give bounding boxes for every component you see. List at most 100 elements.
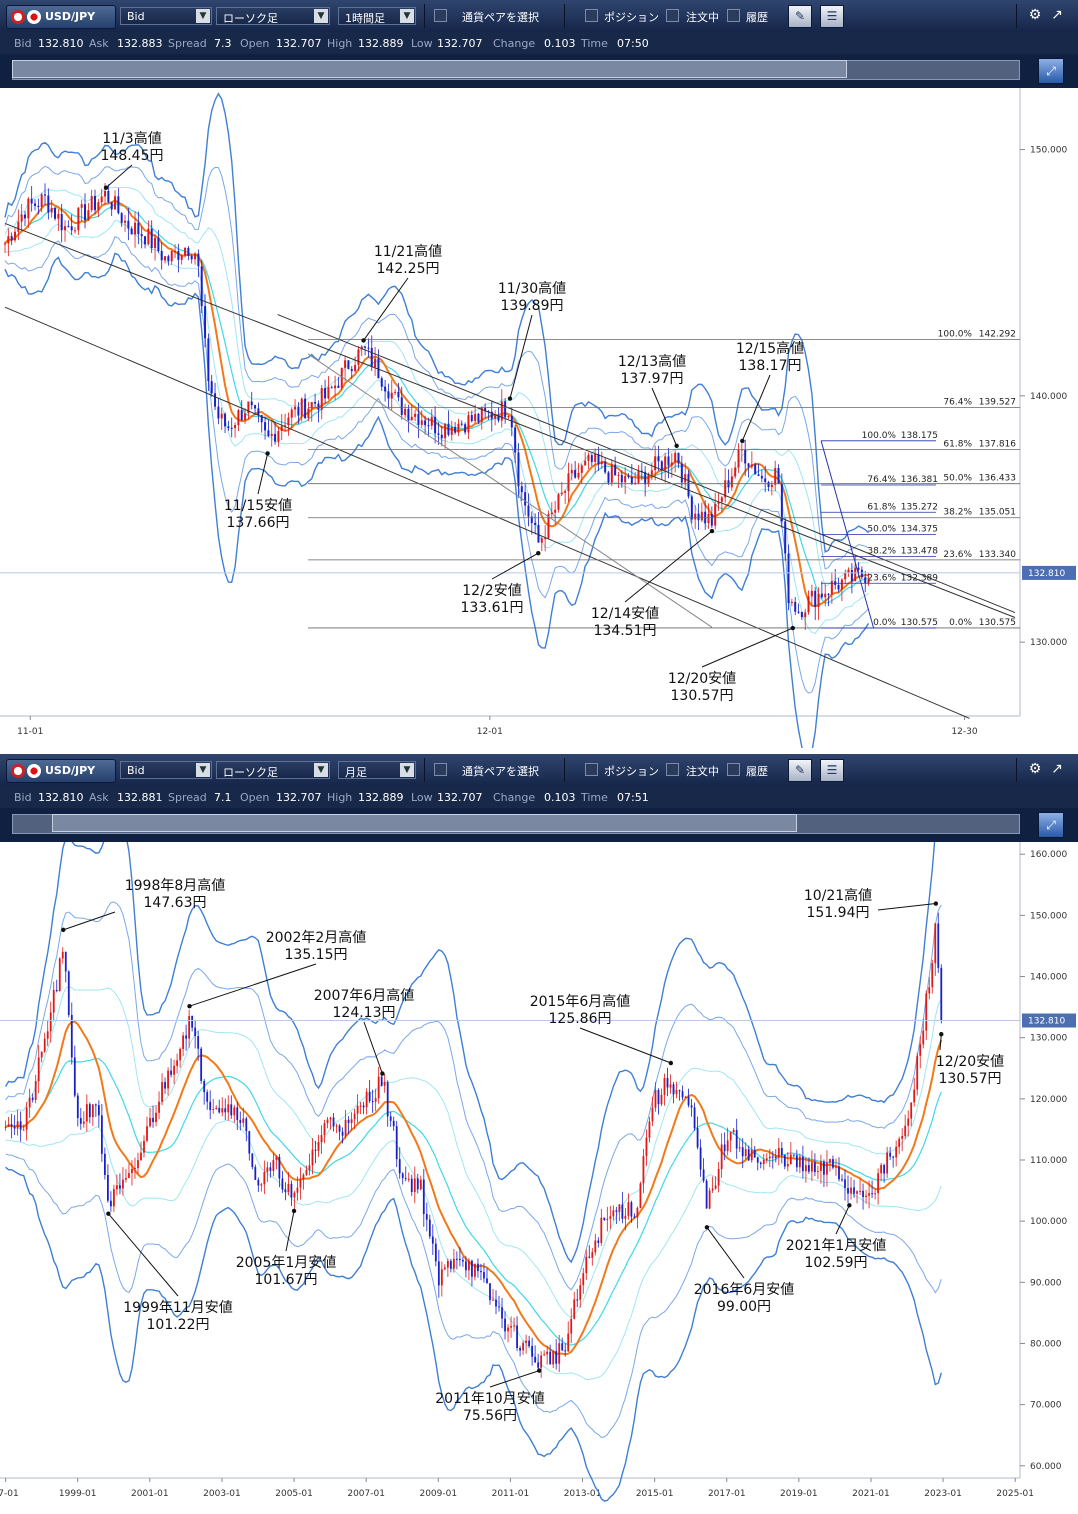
fibonacci-price-label: 134.375 (901, 524, 938, 534)
annotation-value: 75.56円 (463, 1408, 517, 1424)
candle-body (630, 1202, 633, 1217)
y-tick-label: 140.000 (1030, 392, 1067, 402)
candle-body (865, 1195, 867, 1197)
history-checkbox[interactable] (727, 9, 740, 22)
candle-body (817, 1170, 819, 1172)
candle-body (455, 1258, 458, 1260)
candle-body (334, 385, 337, 389)
price-type-select[interactable]: Bid ▼ (120, 7, 212, 25)
candle-body (37, 1057, 40, 1082)
candle-body (603, 1217, 606, 1221)
candle-body (326, 1119, 329, 1124)
bollinger-lower-band (5, 1153, 942, 1438)
bollinger-lower-band (5, 219, 869, 635)
hourly-price-chart: 130.000 140.000 150.000 11-01 12-01 12-30 132.… (0, 88, 1078, 748)
candle-body (87, 210, 90, 221)
candle-body (696, 1128, 699, 1148)
open-value: 132.707 (276, 791, 322, 804)
candle-body (880, 1164, 883, 1174)
draw-tool-icon[interactable]: ✎ (788, 5, 812, 28)
current-price-label: 132.810 (1028, 569, 1065, 579)
candle-body (501, 1307, 503, 1319)
timeframe-select[interactable]: 月足 ▼ (338, 761, 416, 779)
candle-body (584, 460, 587, 466)
fibonacci-level-label: 38.2% (867, 546, 896, 556)
candle-body (164, 1082, 166, 1089)
currency-pair-button[interactable]: USD/JPY (6, 5, 116, 29)
candle-body (790, 601, 793, 603)
annotation-value: 130.57円 (671, 688, 734, 704)
candle-body (275, 1156, 278, 1161)
select-pair-checkbox[interactable] (434, 9, 447, 22)
candle-body (857, 567, 860, 570)
candle-body (795, 1155, 798, 1168)
zoom-icon[interactable]: ⤢ (1038, 58, 1064, 84)
orders-checkbox[interactable] (666, 9, 679, 22)
candle-body (314, 1149, 317, 1151)
position-checkbox[interactable] (585, 9, 598, 22)
candle-body (644, 471, 647, 485)
popout-icon[interactable]: ↗ (1051, 7, 1063, 23)
chart-style-select[interactable]: ローソク足 ▼ (216, 7, 330, 25)
candle-body (711, 1188, 714, 1191)
candle-body (16, 1121, 19, 1129)
position-checkbox[interactable] (585, 763, 598, 776)
candle-body (100, 196, 103, 203)
spread-value: 7.1 (214, 791, 232, 804)
candle-body (220, 413, 223, 419)
gear-icon[interactable]: ⚙ (1028, 7, 1042, 23)
navigator-window[interactable] (12, 60, 847, 78)
candle-body (217, 406, 220, 419)
annotation-value: 139.89円 (501, 298, 564, 314)
candle-body (88, 1104, 91, 1118)
navigator-window[interactable] (52, 814, 797, 832)
annotation-value: 137.97円 (621, 371, 684, 387)
layout-icon[interactable]: ☰ (820, 5, 844, 28)
candle-body (767, 482, 770, 488)
orders-checkbox[interactable] (666, 763, 679, 776)
candle-body (419, 1179, 422, 1190)
candle-body (567, 473, 570, 492)
candle-body (179, 1048, 182, 1061)
gear-icon[interactable]: ⚙ (1028, 761, 1042, 777)
candle-body (332, 1117, 335, 1127)
draw-tool-icon[interactable]: ✎ (788, 759, 812, 782)
time-value: 07:51 (617, 791, 649, 804)
candle-body (820, 593, 823, 598)
candle-body (344, 360, 347, 368)
candle-body (302, 1174, 305, 1180)
currency-pair-button[interactable]: USD/JPY (6, 759, 116, 783)
zoom-icon[interactable]: ⤢ (1038, 812, 1064, 838)
candle-body (365, 1091, 368, 1108)
chart-style-select[interactable]: ローソク足 ▼ (216, 761, 330, 779)
candle-body (155, 1112, 157, 1123)
candle-body (650, 470, 653, 475)
candle-body (200, 1048, 203, 1081)
select-pair-checkbox[interactable] (434, 763, 447, 776)
candle-body (236, 1107, 239, 1120)
popout-icon[interactable]: ↗ (1051, 761, 1063, 777)
candle-body (428, 1219, 431, 1237)
candle-body (627, 1202, 630, 1216)
candle-body (678, 1090, 681, 1092)
price-type-select[interactable]: Bid ▼ (120, 761, 212, 779)
candle-body (642, 1156, 645, 1184)
japan-flag-icon (27, 764, 41, 778)
candle-body (620, 474, 623, 483)
time-value: 07:50 (617, 37, 649, 50)
annotation-label: 12/14安値 (591, 606, 659, 622)
candle-body (329, 1117, 332, 1120)
candle-body (398, 1159, 401, 1174)
candle-body (212, 1108, 215, 1110)
candle-body (483, 1272, 485, 1279)
annotation-arrow (835, 1205, 850, 1235)
candle-body (94, 1104, 97, 1106)
candle-body (744, 1149, 747, 1157)
layout-icon[interactable]: ☰ (820, 759, 844, 782)
candle-body (558, 1343, 561, 1364)
fibonacci-price-label: 137.816 (979, 440, 1016, 450)
hourly-chart-panel: USD/JPY Bid ▼ ローソク足 ▼ 1時間足 ▼ 通貨ペアを選択 ポジシ… (0, 0, 1078, 748)
timeframe-select[interactable]: 1時間足 ▼ (338, 7, 416, 25)
candle-body (645, 1137, 648, 1157)
history-checkbox[interactable] (727, 763, 740, 776)
